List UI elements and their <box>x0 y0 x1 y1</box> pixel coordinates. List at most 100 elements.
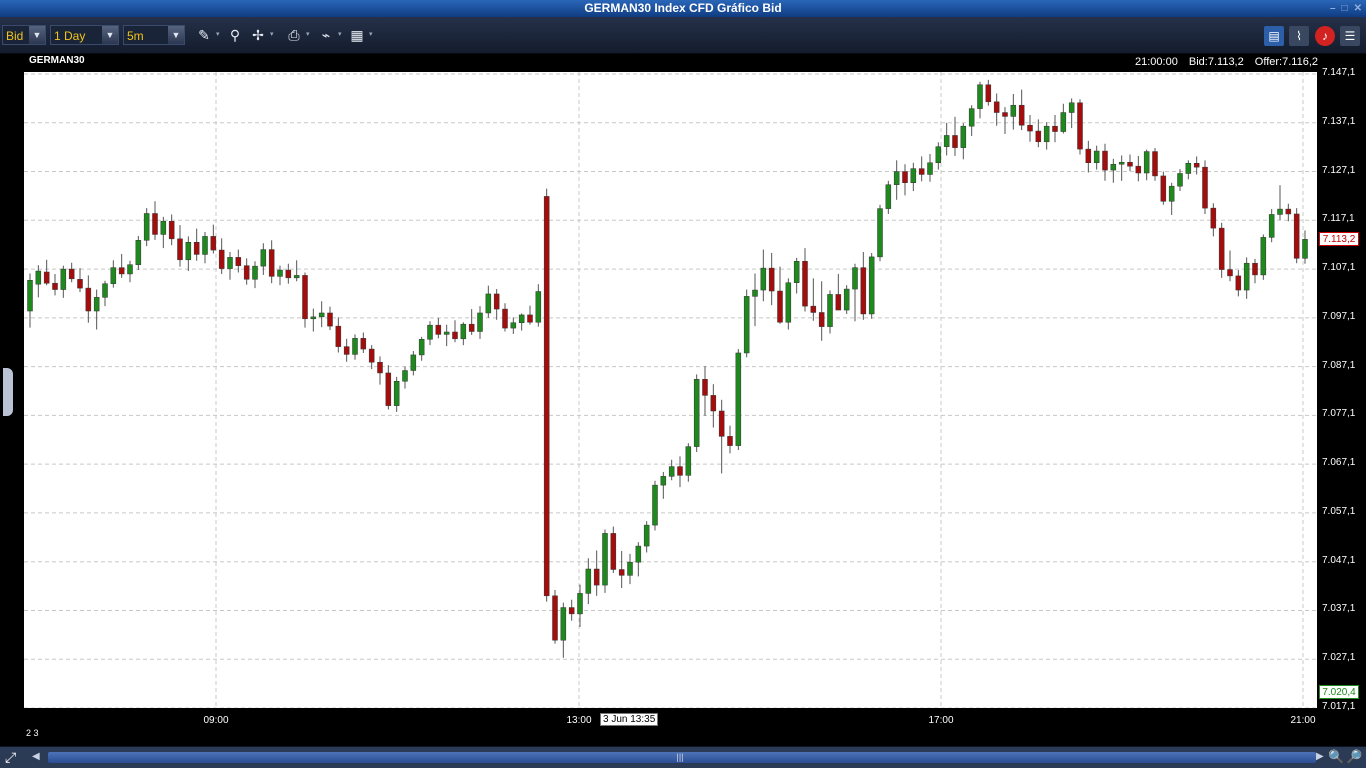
candle <box>1277 185 1283 220</box>
range-select[interactable]: 1 Day ▼ <box>50 25 119 45</box>
pin-icon[interactable]: ⚲ <box>229 27 241 43</box>
candle <box>535 284 542 327</box>
dropdown-arrow-icon[interactable]: ▾ <box>338 31 342 38</box>
x-tick-label: 17:00 <box>928 715 954 726</box>
print-icon[interactable]: ⎙ <box>288 27 300 43</box>
plot-area[interactable] <box>24 72 1317 709</box>
scroll-thumb[interactable] <box>48 752 1316 763</box>
study-icon[interactable]: ⌇ <box>1289 26 1309 46</box>
candle <box>368 345 375 370</box>
layout-icon[interactable]: ▤ <box>1264 26 1284 46</box>
candle <box>193 228 200 261</box>
candle-body-up <box>827 294 833 327</box>
candle <box>110 260 117 288</box>
candle <box>1118 155 1125 181</box>
chevron-down-icon[interactable]: ▼ <box>29 26 45 44</box>
candle-body-down <box>1193 162 1200 168</box>
zoom-in-icon[interactable]: 🔎 <box>1346 749 1363 764</box>
candle <box>810 278 817 321</box>
candle-body-up <box>477 312 483 332</box>
chevron-down-icon[interactable]: ▼ <box>168 26 184 44</box>
price-type-value: Bid <box>6 29 24 43</box>
last-price-marker: 7.113,2 <box>1319 232 1359 247</box>
candle <box>168 214 175 246</box>
candle <box>202 232 208 264</box>
price-type-select[interactable]: Bid ▼ <box>2 25 46 45</box>
candle-body-up <box>293 275 300 279</box>
indicator-icon[interactable]: ✢ <box>252 27 264 43</box>
candle-body-up <box>1243 262 1250 291</box>
dropdown-arrow-icon[interactable]: ▾ <box>270 31 274 38</box>
x-tick-label: 09:00 <box>203 715 229 726</box>
candle-body-up <box>585 568 592 594</box>
candle-body-down <box>677 466 683 476</box>
expand-icon[interactable]: ⤢ <box>5 749 17 765</box>
candle-body-down <box>168 221 175 240</box>
candle-body-up <box>652 484 658 526</box>
restore-icon[interactable]: □ <box>1341 3 1348 14</box>
candle-body-up <box>510 322 517 329</box>
alert-bell-icon[interactable]: ♪ <box>1315 26 1335 46</box>
candle <box>785 278 792 330</box>
candle-body-down <box>1027 124 1033 132</box>
candle-body-up <box>110 267 117 284</box>
candle-body-up <box>227 257 233 269</box>
candle-body-down <box>243 265 250 280</box>
candle <box>1010 93 1017 130</box>
candle-body-up <box>843 288 850 311</box>
grid-icon[interactable]: ▦ <box>350 27 364 43</box>
candle <box>827 290 833 334</box>
list-icon[interactable]: ☰ <box>1340 26 1360 46</box>
chart-type-icon[interactable]: ⌁ <box>321 27 331 43</box>
price-axis: 7.147,1 7.137,1 7.127,1 7.117,1 7.107,1 7.097… <box>1318 67 1366 722</box>
candle-body-down <box>343 346 350 355</box>
candle-body-down <box>493 293 500 310</box>
candle <box>927 153 933 182</box>
candle <box>1177 169 1183 192</box>
candle <box>585 558 592 605</box>
candle-body-up <box>1010 104 1017 117</box>
interval-select[interactable]: 5m ▼ <box>123 25 185 45</box>
candle <box>693 374 700 452</box>
candle-body-down <box>1210 207 1217 229</box>
candle-body-down <box>452 331 458 340</box>
candle-body-up <box>927 162 933 175</box>
y-tick-label: 7.117,1 <box>1322 213 1355 225</box>
candle-body-down <box>552 595 558 641</box>
dropdown-arrow-icon[interactable]: ▾ <box>306 31 310 38</box>
candle <box>1293 208 1300 264</box>
minimize-icon[interactable]: – <box>1330 3 1336 14</box>
candle-body-up <box>977 84 983 109</box>
candle-body-up <box>1093 150 1100 164</box>
candle <box>618 550 625 589</box>
chevron-down-icon[interactable]: ▼ <box>102 26 118 44</box>
candle <box>1085 140 1092 173</box>
candle <box>177 225 183 267</box>
chart-symbol-label: GERMAN30 <box>29 55 85 66</box>
candle <box>1193 156 1200 175</box>
pencil-icon[interactable]: ✎ <box>198 27 210 43</box>
side-panel-handle[interactable] <box>3 368 13 416</box>
candle-body-up <box>160 221 167 235</box>
candle <box>127 260 133 283</box>
close-icon[interactable]: ✕ <box>1353 3 1362 14</box>
zoom-out-icon[interactable]: 🔍 <box>1328 749 1345 764</box>
low-price-marker: 7.020,4 <box>1319 684 1359 699</box>
candle <box>935 142 942 170</box>
window-titlebar: GERMAN30 Index CFD Gráfico Bid – □ ✕ <box>0 0 1366 17</box>
candle <box>802 248 808 312</box>
candle-body-up <box>1168 185 1175 202</box>
candle <box>1285 203 1292 222</box>
candle <box>152 201 158 240</box>
candle <box>835 273 842 311</box>
candle <box>377 356 383 385</box>
candle <box>1102 143 1108 181</box>
scroll-left-icon[interactable]: ◀ <box>32 751 40 762</box>
dropdown-arrow-icon[interactable]: ▾ <box>216 31 220 38</box>
candle <box>1027 114 1033 142</box>
scroll-grip-icon[interactable]: ||| <box>676 752 684 762</box>
dropdown-arrow-icon[interactable]: ▾ <box>369 31 373 38</box>
scroll-right-icon[interactable]: ▶ <box>1316 751 1324 762</box>
y-tick-label: 7.137,1 <box>1322 115 1356 127</box>
candle-body-up <box>760 267 767 291</box>
